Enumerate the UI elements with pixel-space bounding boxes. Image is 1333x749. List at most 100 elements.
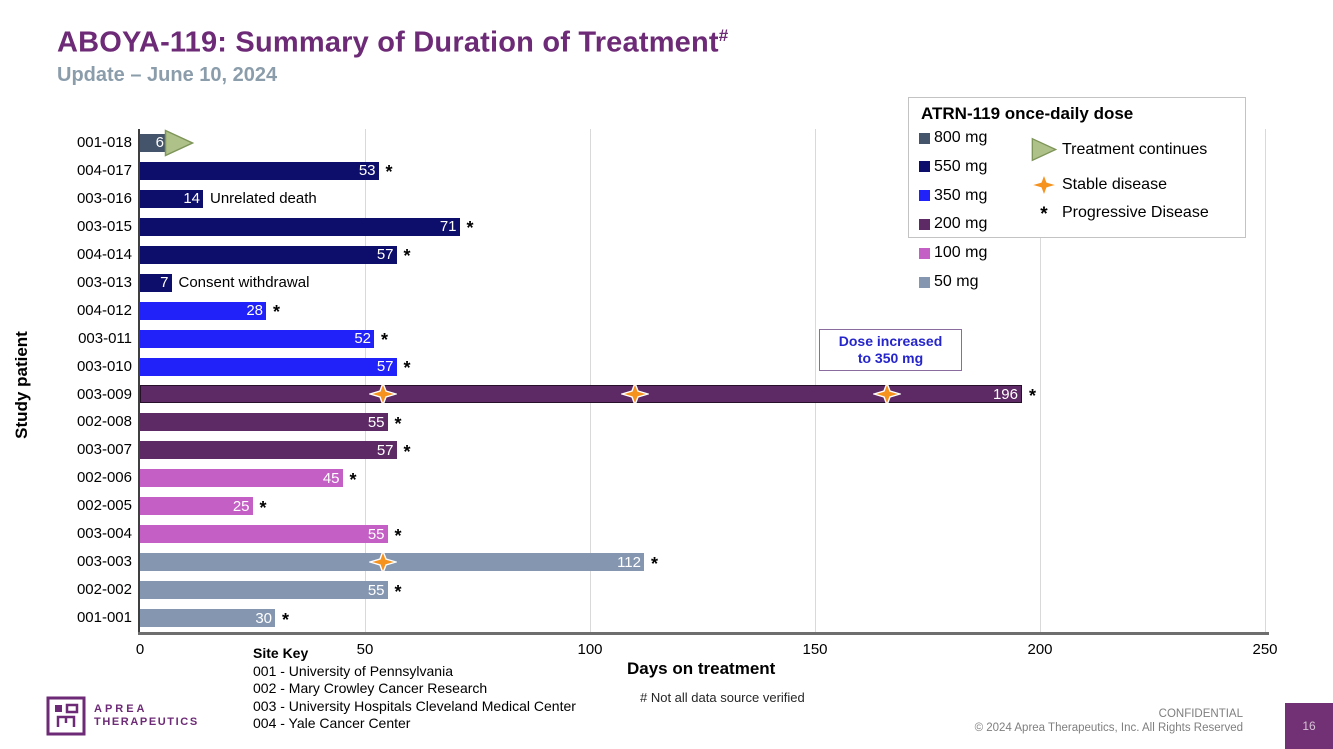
- gridline-250: [1264, 129, 1266, 632]
- page-number: 16: [1302, 719, 1316, 733]
- legend-dose-item: 200 mg: [919, 215, 987, 233]
- patient-id-label: 001-018: [76, 134, 132, 151]
- patient-id-label: 002-005: [76, 497, 132, 515]
- bar-value: 53: [358, 162, 376, 180]
- dose-label: 100 mg: [934, 244, 988, 262]
- duration-bar: 55: [140, 581, 388, 600]
- legend-dose-item: 350 mg: [919, 187, 987, 205]
- patient-id-label: 003-003: [76, 553, 132, 571]
- bar-value: 71: [439, 218, 457, 236]
- legend-dose-item: 800 mg: [919, 129, 987, 147]
- legend-dose-item: 100 mg: [919, 244, 987, 262]
- gridline-50: [364, 129, 366, 632]
- bar-annotations: *: [381, 325, 388, 353]
- dose-color-swatch: [919, 190, 930, 202]
- patient-id-label: 002-008: [76, 413, 132, 431]
- bar-annotations: *: [404, 436, 411, 464]
- patient-row: 003-010 57 *: [0, 353, 1333, 381]
- duration-bar: 52: [140, 329, 374, 348]
- bar-value: 45: [322, 469, 340, 487]
- gridline-200: [1039, 129, 1041, 632]
- progressive-disease-marker: *: [403, 246, 411, 267]
- duration-bar: 28: [140, 301, 266, 320]
- duration-bar: 57: [140, 245, 397, 264]
- bar-value: 52: [354, 330, 371, 348]
- patient-id-label: 003-013: [76, 273, 132, 291]
- patient-row: 003-007 57 *: [0, 436, 1333, 464]
- patient-row: 001-018 6: [0, 129, 1333, 157]
- symbol-label: Treatment continues: [1062, 140, 1208, 158]
- site-key-entry: 001 - University of Pennsylvania: [253, 662, 453, 679]
- legend-symbol-item: Stable disease: [1026, 173, 1167, 197]
- progressive-disease-marker: *: [403, 441, 411, 462]
- duration-bar: 71: [140, 217, 460, 236]
- treatment-continues-arrow-icon: [1026, 137, 1062, 162]
- aprea-logo-icon: [46, 696, 86, 736]
- bar-annotations: *: [395, 520, 402, 548]
- patient-id-label: 003-007: [76, 441, 132, 459]
- bar-annotations: *: [282, 604, 289, 632]
- bar-annotations: Consent withdrawal: [179, 269, 310, 297]
- progressive-disease-marker: *: [1029, 385, 1037, 406]
- site-key-entry: 004 - Yale Cancer Center: [253, 715, 411, 731]
- dose-label: 550 mg: [934, 157, 988, 175]
- patient-row: 003-004 55 *: [0, 520, 1333, 548]
- progressive-disease-marker: *: [394, 581, 402, 602]
- bar-value: 55: [367, 525, 385, 543]
- title-superscript: #: [718, 26, 729, 45]
- duration-bar: 196: [140, 385, 1022, 404]
- patient-row: 002-006 45 *: [0, 464, 1333, 492]
- duration-bar: 55: [140, 413, 388, 432]
- progressive-disease-marker: *: [381, 330, 389, 351]
- site-key-entry: 003 - University Hospitals Cleveland Med…: [253, 697, 576, 714]
- legend-symbol-item: Treatment continues: [1026, 137, 1207, 162]
- dose-label: 200 mg: [934, 215, 988, 233]
- progressive-disease-marker: *: [394, 525, 402, 546]
- dose-increased-line2: to 350 mg: [857, 350, 924, 366]
- legend: ATRN-119 once-daily dose 800 mg 550 mg 350…: [908, 97, 1246, 307]
- bar-value: 57: [376, 358, 394, 376]
- copyright-label: © 2024 Aprea Therapeutics, Inc. All Righ…: [974, 722, 1243, 734]
- dose-color-swatch: [919, 132, 930, 144]
- x-tick-label: 50: [356, 641, 374, 658]
- gridline-100: [589, 129, 591, 632]
- legend-box: [908, 97, 1246, 238]
- patient-id-label: 002-002: [76, 581, 132, 599]
- aprea-logo-text: APREA THERAPEUTICS: [94, 696, 199, 729]
- patient-row: 002-005 25 *: [0, 492, 1333, 520]
- page-number-box: 16: [1285, 703, 1333, 749]
- bar-value: 57: [376, 441, 394, 459]
- logo-line1: APREA: [94, 703, 148, 715]
- bar-value: 57: [376, 246, 394, 264]
- patient-row: 003-015 71 *: [0, 213, 1333, 241]
- bar-note: Consent withdrawal: [178, 274, 310, 292]
- bar-annotations: *: [651, 548, 658, 576]
- bar-value: 25: [232, 497, 250, 515]
- patient-id-label: 003-009: [76, 385, 132, 403]
- dose-color-swatch: [919, 218, 930, 230]
- bar-annotations: Unrelated death: [210, 185, 317, 213]
- patient-row: 002-008 55 *: [0, 408, 1333, 436]
- bar-value: 30: [255, 609, 272, 627]
- confidential-label: CONFIDENTIAL: [1158, 708, 1243, 720]
- duration-bar: 25: [140, 497, 253, 516]
- page-title-text: ABOYA-119: Summary of Duration of Treatm…: [57, 26, 719, 59]
- bar-annotations: *: [1029, 381, 1036, 409]
- legend-title: ATRN-119 once-daily dose: [921, 104, 1134, 123]
- bar-annotations: *: [273, 297, 280, 325]
- x-tick-label: 200: [1027, 641, 1053, 658]
- patient-id-label: 004-017: [76, 161, 132, 179]
- progressive-disease-marker: *: [394, 413, 402, 434]
- site-key-entry: 002 - Mary Crowley Cancer Research: [253, 680, 488, 696]
- asterisk-glyph: *: [1040, 204, 1048, 225]
- duration-bar: 45: [140, 469, 343, 488]
- progressive-disease-marker: *: [651, 553, 659, 574]
- bar-value: 55: [367, 413, 385, 431]
- stable-disease-star-icon: [871, 381, 903, 411]
- bar-note: Unrelated death: [210, 190, 317, 208]
- progressive-disease-marker: *: [273, 302, 281, 323]
- dose-color-swatch: [919, 161, 930, 173]
- x-axis-title: Days on treatment: [627, 659, 776, 678]
- page-subtitle: Update – June 10, 2024: [57, 64, 278, 86]
- duration-bar: 14: [140, 189, 203, 208]
